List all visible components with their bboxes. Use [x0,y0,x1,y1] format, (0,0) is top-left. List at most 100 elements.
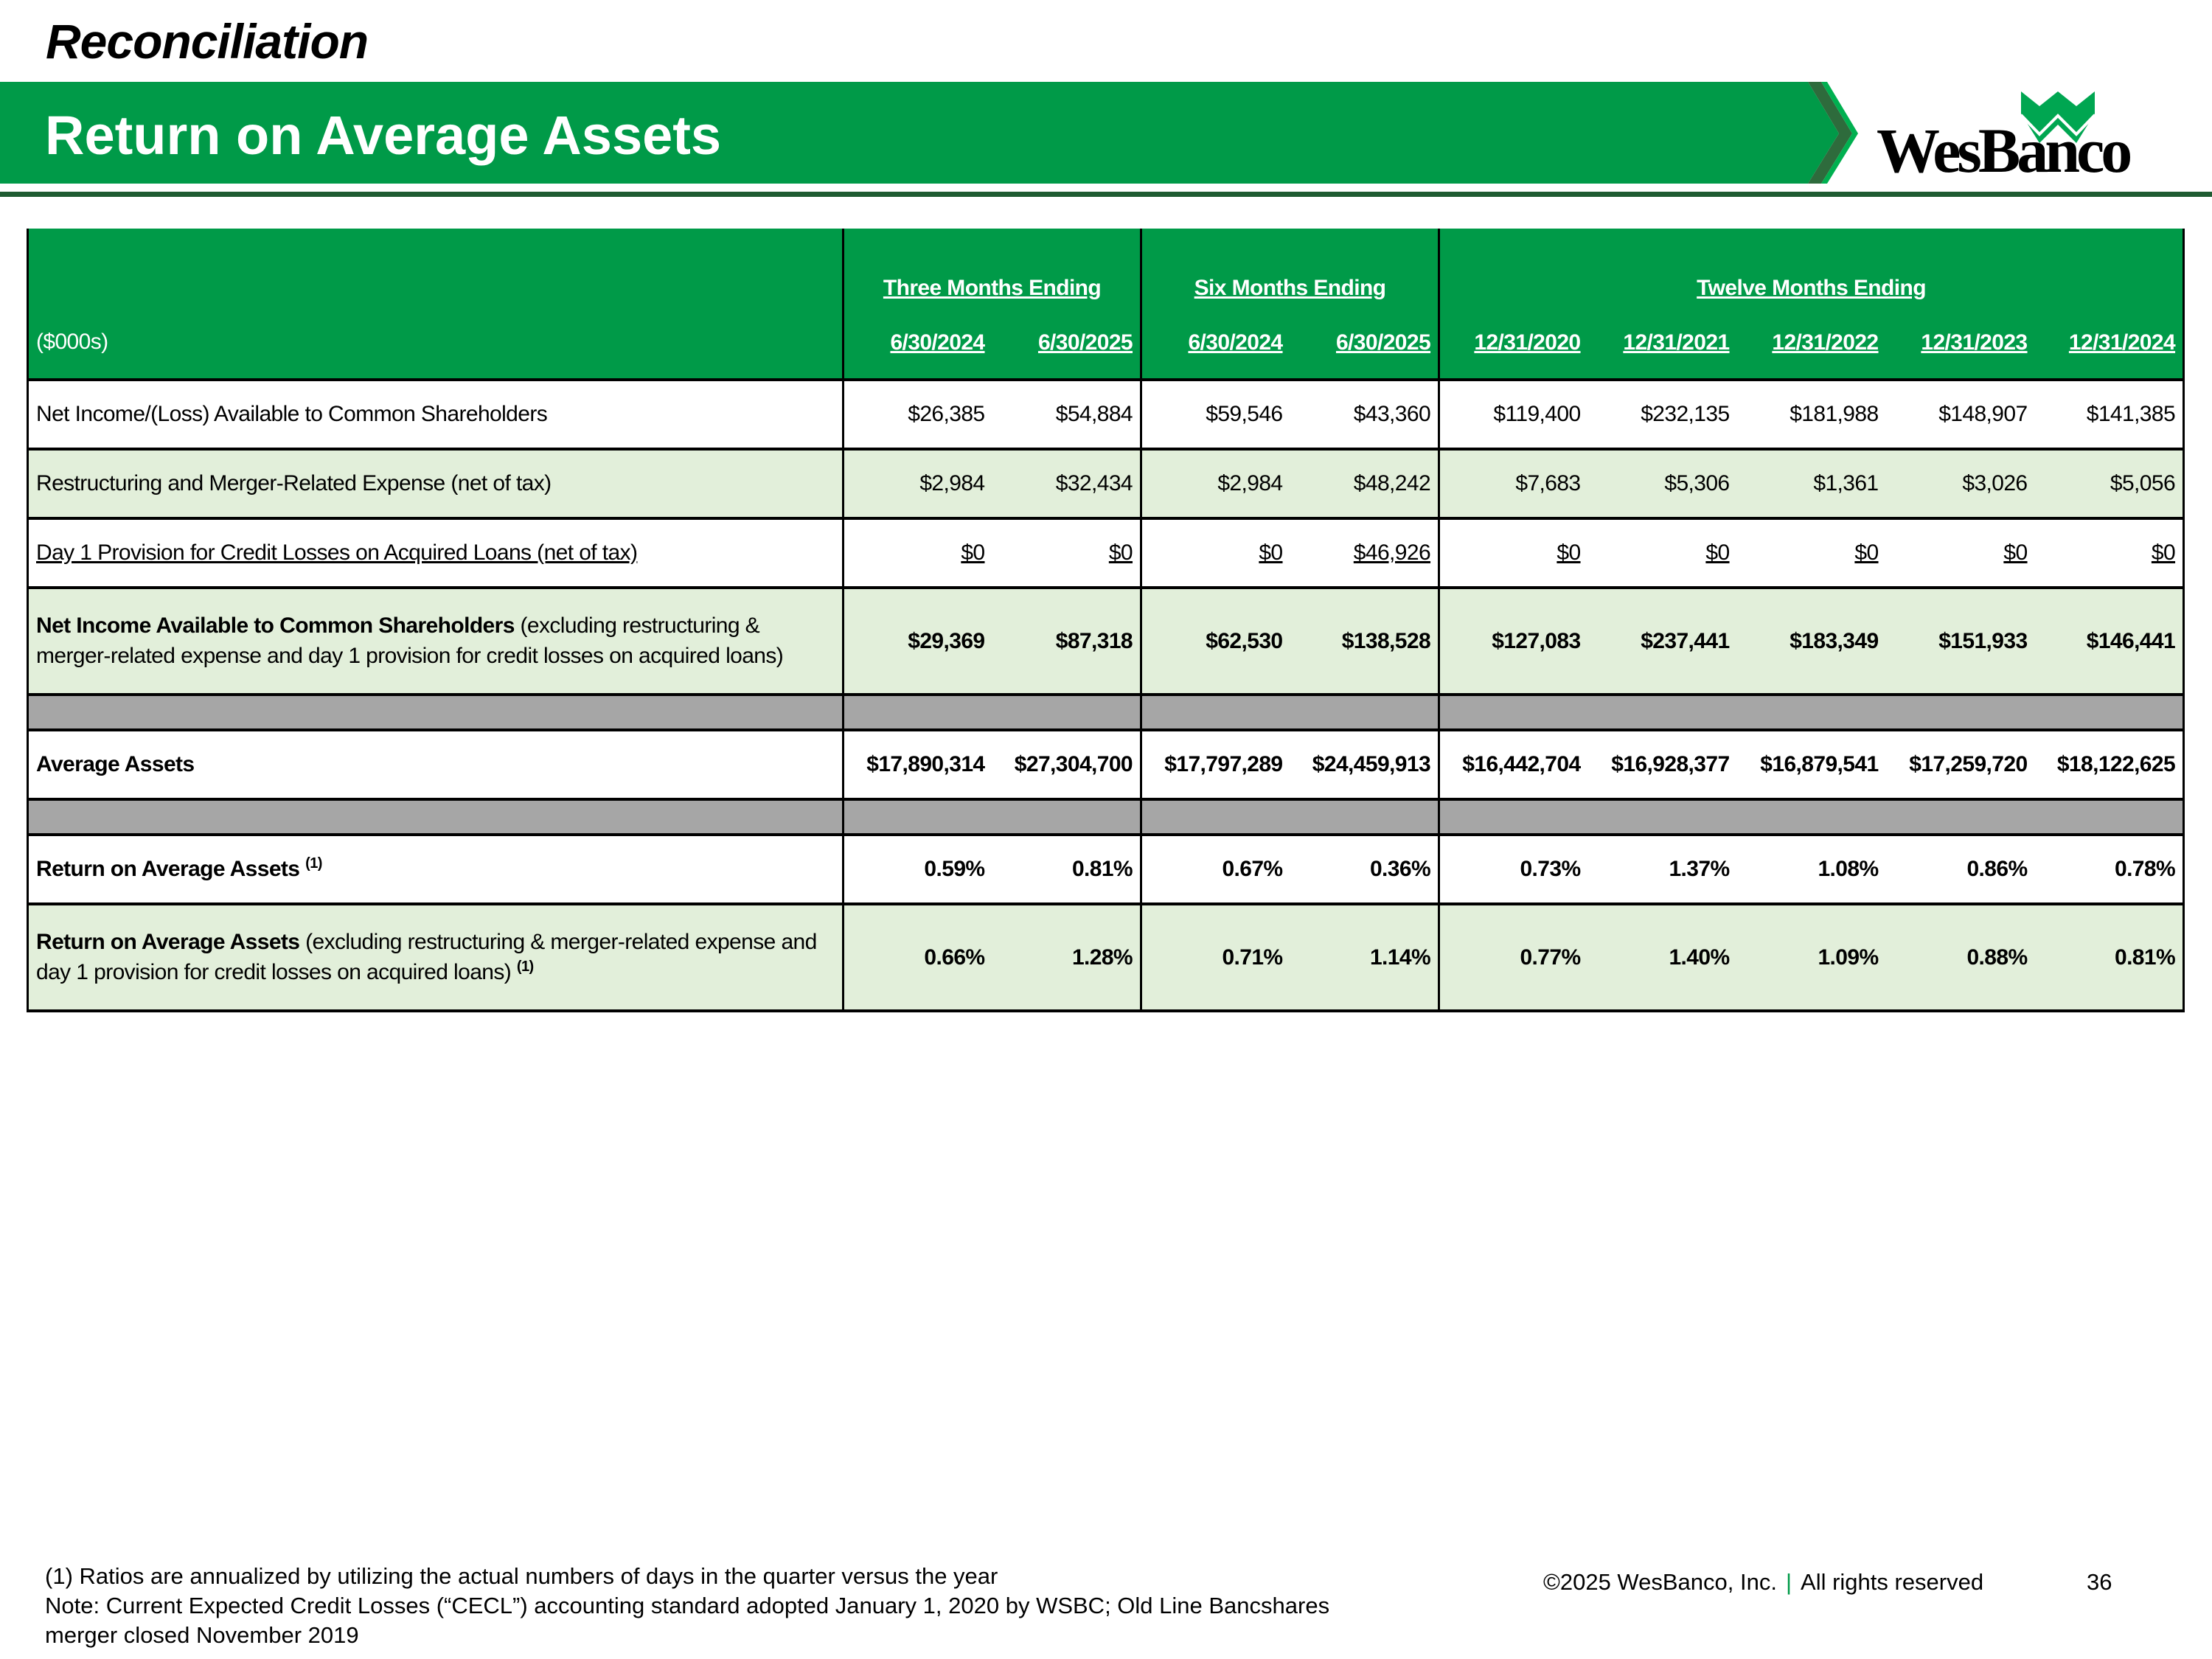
value-cell: 0.88% [1885,902,2035,1012]
value-cell: $27,304,700 [992,728,1143,801]
value-cell: $0 [992,517,1143,589]
date-label: 12/31/2022 [1772,330,1879,355]
row-label: Net Income Available to Common Sharehold… [27,586,844,696]
value-cell: 0.67% [1141,833,1290,905]
value: $26,385 [908,402,985,426]
logo-wordmark: WesBanco [1877,115,2132,186]
value: $138,528 [1341,628,1431,653]
value-cell: $54,884 [992,378,1143,451]
date-header: 12/31/2023 [1885,307,2035,380]
value: 0.36% [1369,857,1431,881]
value: $0 [1259,540,1283,565]
unit-label-cell: ($000s) [27,307,844,380]
value-cell: $43,360 [1290,378,1441,451]
value-cell: $87,318 [992,586,1143,696]
row-label-bold: Return on Average Assets [36,857,300,882]
value-cell: $138,528 [1290,586,1441,696]
header-group-row: Three Months Ending Six Months Ending Twel… [27,229,2185,307]
value-cell: 0.81% [992,833,1143,905]
value-cell: $17,797,289 [1141,728,1290,801]
rights-text: All rights reserved [1801,1569,1984,1595]
value-cell: $2,984 [1141,448,1290,520]
value: $5,306 [1664,471,1730,495]
date-label: 12/31/2020 [1474,330,1581,355]
value-cell: $1,361 [1736,448,1886,520]
value-cell: 0.86% [1885,833,2035,905]
date-header: 6/30/2024 [843,307,992,380]
value-cell: $16,879,541 [1736,728,1886,801]
unit-label: ($000s) [36,330,108,355]
date-label: 6/30/2024 [1188,330,1283,355]
value: $0 [1557,540,1581,565]
page-number: 36 [2087,1569,2112,1595]
value: 1.37% [1669,857,1730,881]
value-cell: $46,926 [1290,517,1441,589]
table-row: Restructuring and Merger-Related Expense… [27,448,2185,520]
divider: | [1785,1569,1792,1595]
row-label: Restructuring and Merger-Related Expense… [27,448,844,520]
value: $24,459,913 [1312,752,1431,776]
value: $151,933 [1938,628,2028,653]
date-label: 6/30/2024 [890,330,985,355]
value: $119,400 [1493,402,1581,426]
value: $87,318 [1055,628,1133,653]
value-cell: $141,385 [2034,378,2185,451]
date-label: 12/31/2021 [1623,330,1730,355]
group-header: Six Months Ending [1141,229,1441,307]
value: 1.09% [1818,945,1879,970]
row-label-bold: Return on Average Assets [36,929,300,954]
value: 0.86% [1966,857,2028,881]
value: $16,442,704 [1462,752,1581,776]
value-cell: $3,026 [1885,448,2035,520]
header-date-row: ($000s) 6/30/2024 6/30/2025 6/30/2024 6/30/2… [27,307,2185,380]
value: $54,884 [1055,402,1133,426]
value-cell: 1.37% [1587,833,1737,905]
value-cell: $0 [1736,517,1886,589]
value: $16,928,377 [1611,752,1730,776]
value-cell: $5,056 [2034,448,2185,520]
value-cell: $151,933 [1885,586,2035,696]
row-label: Average Assets [27,728,844,801]
value-cell: 0.59% [843,833,992,905]
chevron-decoration-icon [1799,82,1858,184]
spacer-cell [843,798,1143,836]
value: $2,984 [1217,471,1283,495]
value-cell: $0 [1885,517,2035,589]
value: 1.28% [1071,945,1133,970]
value: $17,797,289 [1164,752,1283,776]
value: $27,304,700 [1014,752,1133,776]
footnote-cecl-cont: merger closed November 2019 [45,1622,359,1648]
value: $2,984 [919,471,985,495]
value: $1,361 [1813,471,1879,495]
row-label: Return on Average Assets (1) [27,833,844,905]
spacer-cell [1141,798,1441,836]
group-header: Three Months Ending [843,229,1143,307]
footnote-1: (1) Ratios are annualized by utilizing t… [45,1563,998,1589]
spacer-cell [1439,798,2185,836]
value: $59,546 [1206,402,1283,426]
value: $141,385 [2086,402,2176,426]
value-cell: 0.78% [2034,833,2185,905]
value: $0 [961,540,985,565]
value: $0 [1108,540,1133,565]
value: $43,360 [1353,402,1431,426]
value-cell: $148,907 [1885,378,2035,451]
value: $29,369 [908,628,985,653]
value-cell: $29,369 [843,586,992,696]
value: 0.71% [1222,945,1283,970]
value: $232,135 [1641,402,1730,426]
spacer-cell [1141,693,1441,731]
value: $127,083 [1492,628,1581,653]
value: $148,907 [1938,402,2028,426]
table-row: Net Income Available to Common Sharehold… [27,586,2185,696]
value-cell: 0.77% [1439,902,1588,1012]
spacer-cell [843,693,1143,731]
value-cell: $183,349 [1736,586,1886,696]
value-cell: $181,988 [1736,378,1886,451]
value: $62,530 [1206,628,1283,653]
spacer-row [27,798,2185,836]
row-label: Day 1 Provision for Credit Losses on Acq… [27,517,844,589]
value-cell: $237,441 [1587,586,1737,696]
date-label: 12/31/2023 [1921,330,2028,355]
value: 0.67% [1222,857,1283,881]
